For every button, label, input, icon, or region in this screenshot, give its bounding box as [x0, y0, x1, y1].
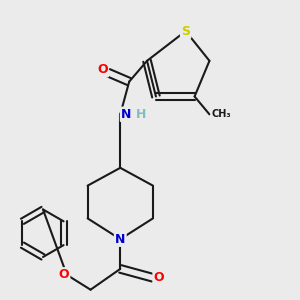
Text: O: O — [97, 63, 108, 76]
Text: H: H — [136, 108, 146, 121]
Text: N: N — [115, 233, 125, 246]
Text: N: N — [121, 108, 131, 121]
Text: O: O — [154, 271, 164, 284]
Text: S: S — [181, 25, 190, 38]
Text: CH₃: CH₃ — [212, 109, 231, 119]
Text: O: O — [58, 268, 69, 281]
